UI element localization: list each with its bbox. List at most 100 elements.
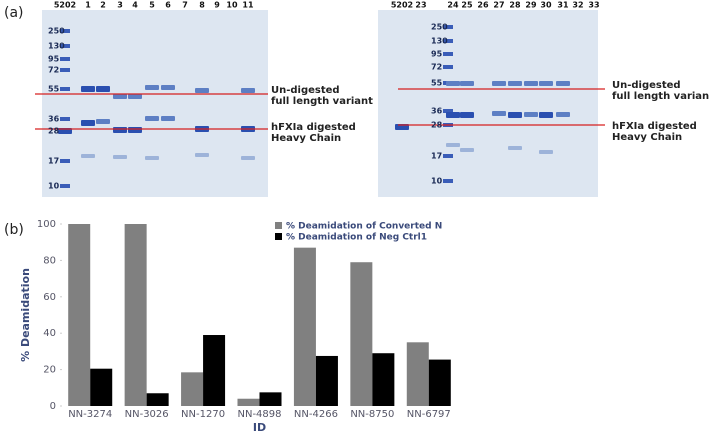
x-tick-label: NN-3274: [68, 409, 112, 420]
lane-label: 3: [117, 1, 123, 10]
marker-label: 17: [431, 152, 442, 161]
marker-band: [443, 52, 453, 56]
lane-label: 7: [182, 1, 188, 10]
gel-band: [446, 81, 460, 86]
gel-band: [145, 156, 159, 160]
marker-label: 17: [48, 157, 59, 166]
gel-band: [446, 143, 460, 147]
marker-label: 72: [431, 63, 442, 72]
bar: [372, 353, 395, 406]
lane-label: 5: [149, 1, 155, 10]
gel-band: [556, 81, 570, 86]
lane-label: 4: [132, 1, 138, 10]
lane-label: 29: [525, 1, 537, 10]
annotation: hFXIa digested: [271, 122, 356, 133]
y-tick-label: 60: [43, 292, 56, 303]
annotation: full length variant: [612, 91, 709, 102]
bar: [146, 393, 169, 406]
gel-band: [81, 86, 95, 92]
bar: [315, 355, 338, 406]
lane-label: 32: [572, 1, 583, 10]
gel-band: [161, 116, 175, 121]
y-tick-label: 80: [43, 255, 56, 266]
bar: [259, 392, 282, 406]
legend-label: % Deamidation of Neg Ctrl1: [286, 233, 427, 243]
gel-band: [492, 81, 506, 86]
lane-label: 2: [100, 1, 106, 10]
gel-band: [113, 94, 127, 99]
gel-band: [241, 156, 255, 160]
marker-label: 55: [431, 79, 443, 88]
panel-label: (b): [4, 222, 24, 238]
lane-label: 25: [461, 1, 473, 10]
gel-band: [524, 81, 538, 86]
gel-band: [539, 112, 553, 118]
gel-band: [508, 81, 522, 86]
annotation: full length variant: [271, 96, 373, 107]
gel-band: [145, 85, 159, 90]
marker-band: [60, 87, 70, 91]
marker-band: [60, 117, 70, 121]
gel-band: [195, 88, 209, 93]
gel-band: [161, 85, 175, 90]
marker-label: 130: [431, 37, 448, 46]
gel-band: [460, 148, 474, 152]
gel-band: [508, 112, 522, 118]
gel-band: [460, 112, 474, 118]
marker-band: [60, 29, 70, 33]
lane-label: 1: [85, 1, 91, 10]
panel-label: (a): [4, 5, 24, 21]
marker-band: [60, 159, 70, 163]
lane-label: 30: [540, 1, 552, 10]
marker-label: 10: [48, 182, 60, 191]
lane-label: 9: [214, 1, 220, 10]
bar: [428, 359, 451, 406]
gel-band: [113, 155, 127, 159]
lane-label: 10: [226, 1, 238, 10]
bar: [350, 262, 373, 406]
marker-label: 10: [431, 177, 443, 186]
marker-label: 36: [431, 107, 443, 116]
annotation: Heavy Chain: [271, 133, 341, 144]
bar: [90, 368, 113, 406]
gel-band: [128, 94, 142, 99]
marker-band: [443, 154, 453, 158]
x-axis-label: ID: [253, 421, 266, 434]
lane-label: 6: [165, 1, 171, 10]
marker-label: 95: [431, 50, 443, 59]
marker-band: [60, 57, 70, 61]
x-tick-label: NN-8750: [350, 409, 394, 420]
lane-label: 27: [493, 1, 504, 10]
lane-label: 28: [509, 1, 521, 10]
gel-band: [539, 81, 553, 86]
marker-band: [443, 65, 453, 69]
marker-label: 130: [48, 42, 65, 51]
gel-image: [378, 10, 598, 197]
gel-band: [96, 86, 110, 92]
gel-band: [460, 81, 474, 86]
y-tick-label: 20: [43, 365, 56, 376]
gel-band: [492, 111, 506, 116]
marker-band: [443, 109, 453, 113]
gel-band: [128, 127, 142, 133]
bar: [237, 398, 260, 406]
lane-label: 31: [557, 1, 569, 10]
marker-label: 28: [48, 127, 60, 136]
legend-swatch: [275, 222, 282, 229]
lane-label: 5202: [391, 1, 413, 10]
y-tick-label: 0: [50, 401, 56, 412]
x-tick-label: NN-6797: [407, 409, 451, 420]
marker-label: 55: [48, 85, 60, 94]
lane-label: 23: [415, 1, 426, 10]
lane-label: 33: [588, 1, 599, 10]
gel-band: [524, 112, 538, 117]
gel-band: [556, 112, 570, 117]
gel-band: [446, 112, 460, 118]
marker-band: [443, 39, 453, 43]
annotation: Un-digested: [612, 80, 681, 91]
y-tick-label: 100: [37, 219, 56, 230]
y-axis-label: % Deamidation: [19, 268, 32, 362]
x-tick-label: NN-1270: [181, 409, 225, 420]
gel-image: [42, 10, 268, 197]
